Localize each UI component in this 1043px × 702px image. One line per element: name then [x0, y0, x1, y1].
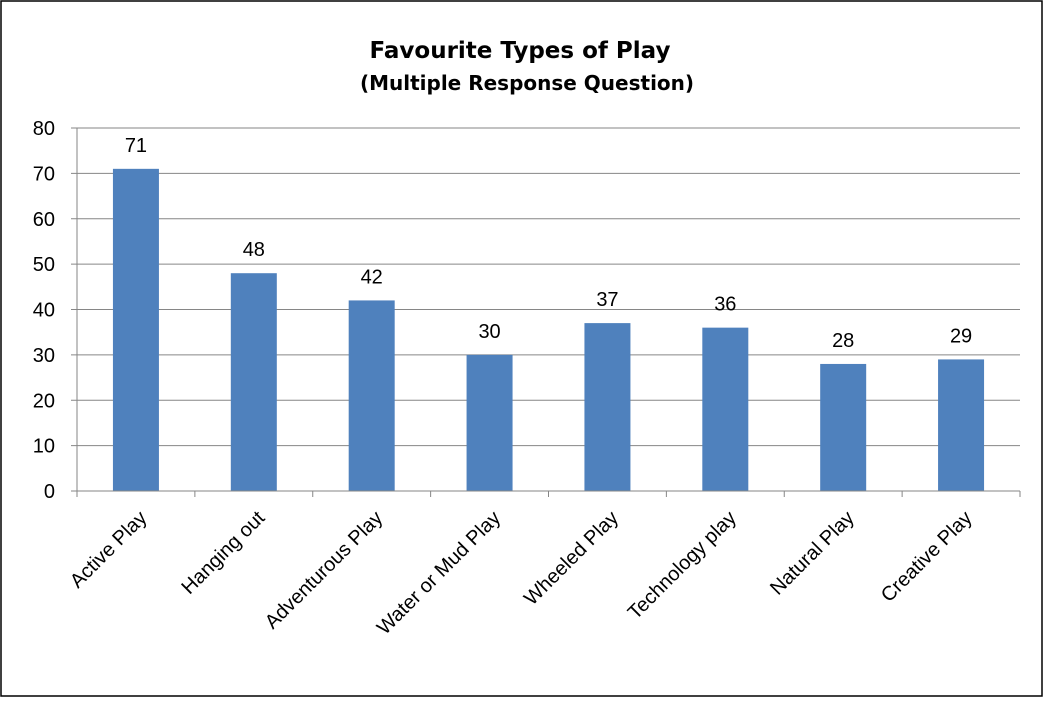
y-tick-label: 0 [44, 481, 55, 503]
bar [820, 363, 867, 491]
data-label: 36 [714, 294, 736, 316]
data-label: 37 [596, 289, 618, 311]
y-tick-label: 40 [33, 300, 55, 322]
data-label: 42 [361, 266, 383, 288]
y-axis-tick-labels: 0 10 20 30 40 50 60 70 80 [33, 118, 55, 503]
chart-subtitle: (Multiple Response Question) [360, 71, 694, 95]
bar [938, 359, 985, 491]
y-tick-label: 50 [33, 254, 55, 276]
y-tick-label: 80 [33, 118, 55, 140]
bar [348, 300, 395, 491]
y-tick-label: 70 [33, 163, 55, 185]
bar [230, 273, 277, 491]
y-tick-label: 10 [33, 436, 55, 458]
y-tick-label: 30 [33, 345, 55, 367]
data-label: 71 [125, 135, 147, 157]
data-labels: 71 48 42 30 37 36 28 29 [125, 135, 972, 352]
chart-title: Favourite Types of Play [370, 38, 671, 64]
data-label: 28 [832, 330, 854, 352]
y-tick-label: 20 [33, 390, 55, 412]
axes [71, 127, 1021, 497]
bar [466, 354, 513, 491]
y-tick-label: 60 [33, 209, 55, 231]
data-label: 29 [950, 325, 972, 347]
bars [112, 168, 985, 491]
data-label: 30 [478, 321, 500, 343]
bar [584, 323, 631, 491]
data-label: 48 [243, 239, 265, 261]
bar [112, 168, 159, 491]
bar [702, 327, 749, 491]
